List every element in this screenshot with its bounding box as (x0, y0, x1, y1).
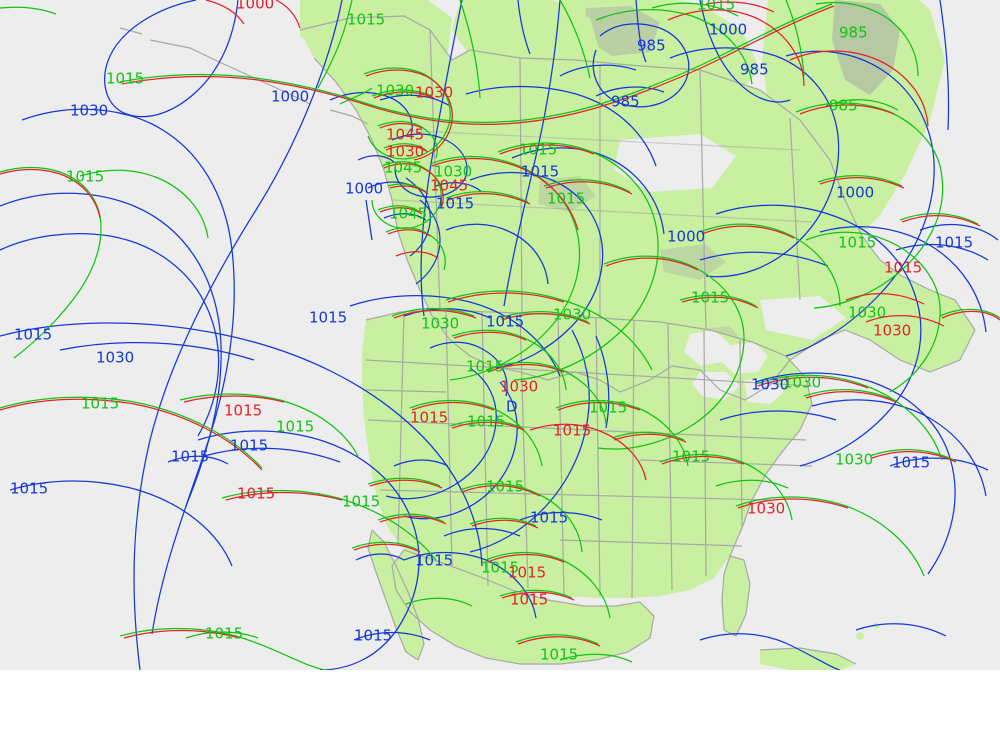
contour-label: 1015 (510, 591, 548, 609)
contour-label: 1015 (672, 448, 710, 466)
map-footer: Surface pressure [hPa] MOD Tu 23-12-2025… (0, 670, 1000, 733)
contour-label: 1015 (436, 195, 474, 213)
contour-label: 985 (637, 37, 666, 55)
contours-gfs (0, 0, 1000, 647)
low-pressure-marker: D (506, 398, 518, 416)
contour-label: 1015 (224, 402, 262, 420)
contour-label: 1030 (751, 376, 789, 394)
contour-label: 1045 (430, 177, 468, 195)
contour-label: 1015 (415, 552, 453, 570)
contour-label: 1015 (237, 485, 275, 503)
contour-label: 1015 (530, 509, 568, 527)
contour-label: 1015 (486, 313, 524, 331)
contour-label: 1030 (70, 102, 108, 120)
contours-gfs025 (0, 0, 1000, 670)
contour-label: 985 (740, 61, 769, 79)
contour-label: 1015 (276, 418, 314, 436)
contour-label: 1030 (421, 315, 459, 333)
contour-label: 1015 (230, 437, 268, 455)
contour-label: 1030 (747, 500, 785, 518)
contour-label: 1015 (354, 627, 392, 645)
contour-label: 1030 (415, 84, 453, 102)
contour-label: 1015 (697, 0, 735, 14)
contour-label: 1015 (14, 326, 52, 344)
contour-label: 1000 (709, 21, 747, 39)
contour-label: 1045 (386, 126, 424, 144)
contour-label: 1015 (935, 234, 973, 252)
contour-label: 1030 (835, 451, 873, 469)
contours-ec-aifs (0, 0, 999, 670)
contour-label: 1015 (106, 70, 144, 88)
contour-label: 1015 (410, 409, 448, 427)
contour-label: 1015 (884, 259, 922, 277)
contour-label: 1015 (81, 395, 119, 413)
contour-label: 1015 (519, 141, 557, 159)
contour-label: 1000 (271, 88, 309, 106)
contour-label: 1030 (848, 304, 886, 322)
contour-label: 1015 (309, 309, 347, 327)
contour-label: 1030 (553, 306, 591, 324)
contour-label: 1030 (376, 82, 414, 100)
contour-label: 1015 (892, 454, 930, 472)
contour-label: 1015 (540, 646, 578, 664)
pressure-contour-map[interactable]: 1000 1015 1015 1000 985 985 985 1015 1000 1030 103… (0, 0, 1000, 670)
contour-label: 1015 (521, 163, 559, 181)
contour-label: 985 (829, 97, 858, 115)
contour-label: 1015 (589, 399, 627, 417)
landmasses (300, 0, 975, 670)
contour-label: 1030 (386, 143, 424, 161)
contour-label: 1015 (466, 358, 504, 376)
contour-label: 1015 (481, 559, 519, 577)
contour-label: 1015 (508, 564, 546, 582)
contour-label: 1000 (836, 184, 874, 202)
contour-label: 1030 (434, 163, 472, 181)
contour-label: 1045 (389, 205, 427, 223)
contour-label: 1030 (500, 378, 538, 396)
contour-label: 1015 (547, 190, 585, 208)
contour-label: 985 (611, 93, 640, 111)
contour-label: 1015 (171, 448, 209, 466)
contour-label: 1015 (10, 480, 48, 498)
contour-label: 1045 (384, 159, 422, 177)
contour-label: 1015 (691, 289, 729, 307)
contour-label: 1015 (838, 234, 876, 252)
contour-label: 1000 (667, 228, 705, 246)
contour-label: 1015 (342, 493, 380, 511)
contour-label: 1030 (783, 374, 821, 392)
contour-label: 1030 (873, 322, 911, 340)
contour-label: 1000 (345, 180, 383, 198)
contour-label: 1015 (66, 168, 104, 186)
contour-label: 1030 (96, 349, 134, 367)
contour-label: 1015 (205, 625, 243, 643)
low-pressure-symbol: D (506, 398, 518, 416)
contour-label: 1000 (236, 0, 274, 13)
contour-label: 1015 (553, 422, 591, 440)
contour-label: 985 (839, 24, 868, 42)
contour-label: 1015 (486, 478, 524, 496)
contour-label: 1015 (347, 11, 385, 29)
contour-label: 1015 (467, 413, 505, 431)
